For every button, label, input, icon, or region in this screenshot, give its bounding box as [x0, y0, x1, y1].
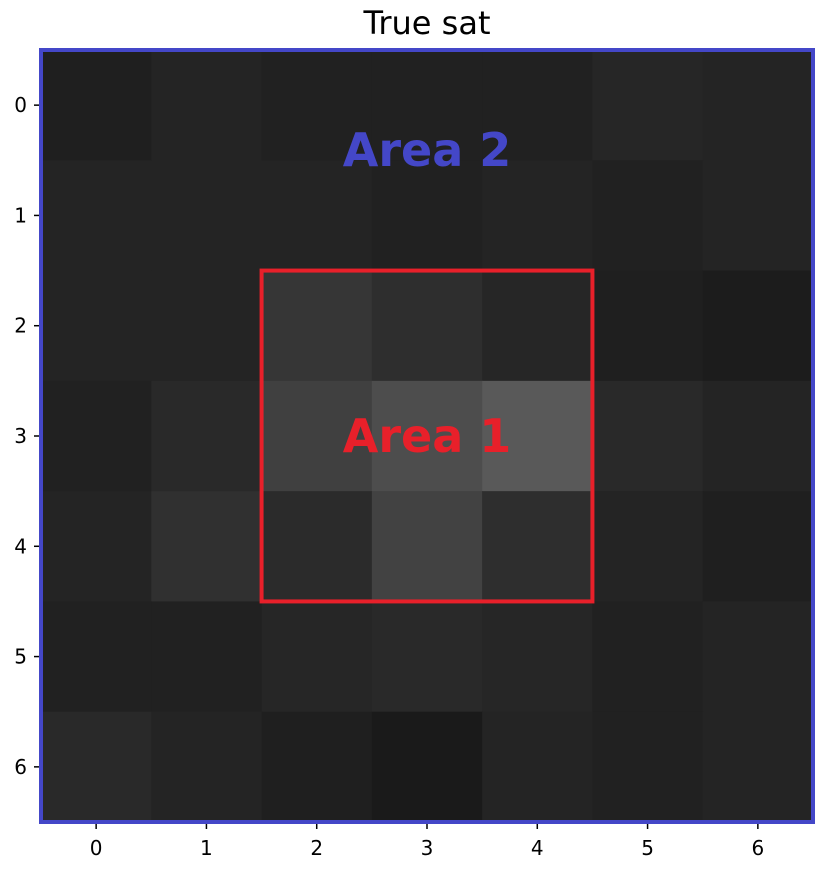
heatmap-cell-0-4	[482, 50, 594, 161]
heatmap-cell-4-6	[702, 491, 814, 603]
heatmap-cell-2-6	[702, 270, 814, 382]
heatmap-cell-2-1	[151, 270, 263, 382]
area-2-box	[39, 48, 815, 824]
heatmap-cell-3-2	[261, 380, 373, 492]
x-tick-label-6: 6	[751, 836, 764, 860]
heatmap-cell-3-1	[151, 380, 263, 492]
heatmap-cell-0-1	[151, 50, 263, 161]
area-1-label: Area 1	[343, 409, 512, 463]
heatmap-cell-0-2	[261, 50, 373, 161]
heatmap-cell-0-3	[371, 50, 483, 161]
heatmap-cell-2-4	[482, 270, 594, 382]
x-tick-label-2: 2	[310, 836, 323, 860]
area-2-label: Area 2	[343, 123, 512, 177]
y-tick-label-4: 4	[14, 534, 27, 558]
chart-title: True sat	[363, 4, 491, 42]
heatmap-cell-4-0	[41, 491, 152, 603]
heatmap-cell-5-4	[482, 601, 594, 713]
heatmap-cell-1-3	[371, 160, 483, 272]
heatmap-cell-1-0	[41, 160, 152, 272]
heatmap-cell-2-5	[592, 270, 704, 382]
heatmap-cell-6-2	[261, 711, 373, 823]
y-tick-label-2: 2	[14, 314, 27, 338]
heatmap-cell-2-0	[41, 270, 152, 382]
y-tick-label-6: 6	[14, 755, 27, 779]
heatmap-cell-5-6	[702, 601, 814, 713]
heatmap-cell-2-2	[261, 270, 373, 382]
heatmap-cell-6-6	[702, 711, 814, 823]
heatmap-cell-1-6	[702, 160, 814, 272]
heatmap-cell-1-1	[151, 160, 263, 272]
heatmap-cell-4-5	[592, 491, 704, 603]
y-tick-label-1: 1	[14, 203, 27, 227]
heatmap-cell-4-2	[261, 491, 373, 603]
heatmap-cell-3-0	[41, 380, 152, 492]
x-tick-label-3: 3	[421, 836, 434, 860]
x-tick-label-0: 0	[90, 836, 103, 860]
y-tick-label-3: 3	[14, 424, 27, 448]
heatmap-cell-2-3	[371, 270, 483, 382]
heatmap-cell-6-3	[371, 711, 483, 823]
x-tick-label-5: 5	[641, 836, 654, 860]
heatmap-cell-6-5	[592, 711, 704, 823]
heatmap-cell-6-1	[151, 711, 263, 823]
x-tick-label-1: 1	[200, 836, 213, 860]
heatmap-cell-0-5	[592, 50, 704, 161]
heatmap-cell-6-4	[482, 711, 594, 823]
heatmap-cell-5-2	[261, 601, 373, 713]
heatmap-cell-3-4	[482, 380, 594, 492]
heatmap-cell-6-0	[41, 711, 152, 823]
axis-ticks: 0 1 2 3 4 5 6 0 1 2 3 4 5 6	[14, 93, 764, 860]
heatmap-cell-0-6	[702, 50, 814, 161]
heatmap-cell-1-4	[482, 160, 594, 272]
heatmap-cell-1-5	[592, 160, 704, 272]
heatmap-cell-3-3	[371, 380, 483, 492]
y-tick-label-5: 5	[14, 645, 27, 669]
heatmap-cell-5-5	[592, 601, 704, 713]
heatmap-cell-4-1	[151, 491, 263, 603]
area-1-box	[259, 268, 595, 604]
heatmap-cell-5-3	[371, 601, 483, 713]
heatmap-cells	[41, 50, 814, 823]
heatmap-cell-1-2	[261, 160, 373, 272]
x-tick-label-4: 4	[531, 836, 544, 860]
heatmap-cell-5-0	[41, 601, 152, 713]
heatmap-cell-3-5	[592, 380, 704, 492]
heatmap-cell-5-1	[151, 601, 263, 713]
heatmap-cell-4-4	[482, 491, 594, 603]
y-tick-label-0: 0	[14, 93, 27, 117]
heatmap-cell-4-3	[371, 491, 483, 603]
heatmap-cell-3-6	[702, 380, 814, 492]
annotation-boxes: Area 1 Area 2	[39, 48, 815, 824]
heatmap-cell-0-0	[41, 50, 152, 161]
